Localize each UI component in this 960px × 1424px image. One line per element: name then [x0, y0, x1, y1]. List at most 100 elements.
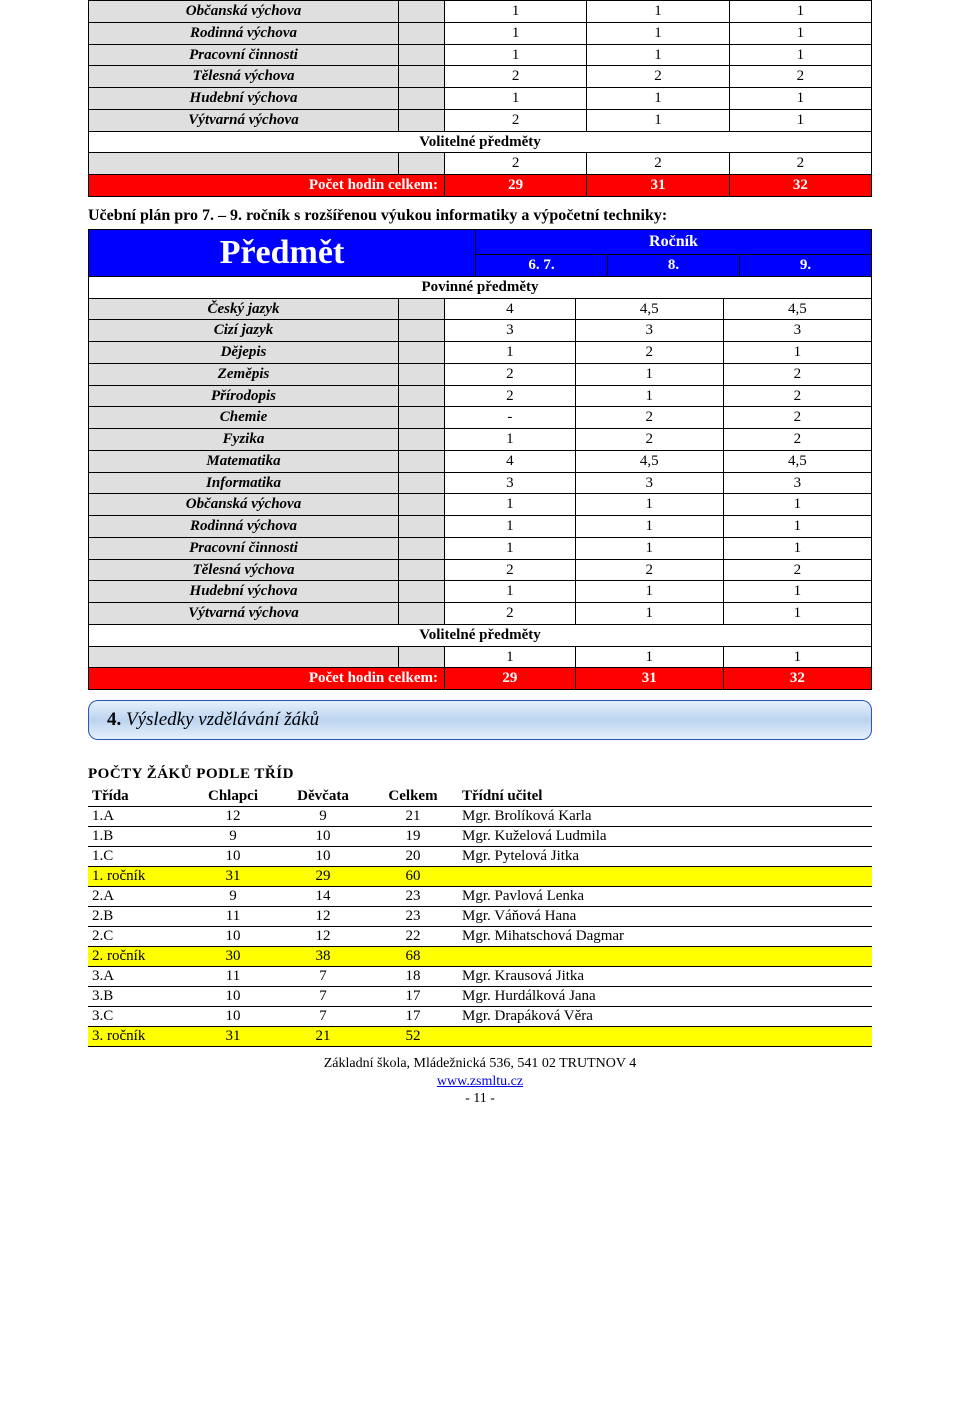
student-cell: 10 [278, 847, 368, 867]
subject-name: Rodinná výchova [89, 516, 399, 538]
subject-value: 4,5 [723, 298, 871, 320]
subject-value: 2 [445, 559, 576, 581]
student-cell: 10 [188, 927, 278, 947]
student-cell: 23 [368, 887, 458, 907]
subject-name: Zeměpis [89, 363, 399, 385]
students-heading: POČTY ŽÁKŮ PODLE TŘÍD [88, 766, 872, 783]
subject-value: 2 [723, 385, 871, 407]
subject-value: 2 [445, 109, 587, 131]
plan-heading: Učební plán pro 7. – 9. ročník s rozšíře… [88, 207, 872, 225]
subject-name: Tělesná výchova [89, 559, 399, 581]
student-cell: 9 [278, 807, 368, 827]
subject-value: 1 [575, 581, 723, 603]
student-cell: 17 [368, 1007, 458, 1027]
subject-value: 1 [729, 22, 871, 44]
subject-value: 2 [729, 153, 871, 175]
section-number: 4. [107, 709, 121, 730]
subject-value: 4,5 [723, 450, 871, 472]
subject-name: Hudební výchova [89, 88, 399, 110]
empty-name [89, 153, 399, 175]
shade-cell [399, 429, 445, 451]
grade-summary-cell: 1. ročník [88, 867, 188, 887]
subject-value: 3 [445, 320, 576, 342]
shade-cell [399, 385, 445, 407]
col-trida: Třída [88, 787, 188, 807]
col-devcata: Děvčata [278, 787, 368, 807]
shade-cell [399, 516, 445, 538]
subject-value: 2 [445, 153, 587, 175]
section-header: Povinné předměty [89, 276, 872, 298]
subject-name: Informatika [89, 472, 399, 494]
footer-page: - 11 - [88, 1090, 872, 1108]
student-cell: 10 [188, 1007, 278, 1027]
subject-value: 2 [729, 66, 871, 88]
shade-cell [399, 450, 445, 472]
grade-summary-cell: 29 [278, 867, 368, 887]
subject-value: 2 [723, 363, 871, 385]
subject-value: 1 [445, 537, 576, 559]
shade-cell [399, 559, 445, 581]
student-cell: 10 [278, 827, 368, 847]
student-cell: 21 [368, 807, 458, 827]
student-cell: 1.C [88, 847, 188, 867]
student-cell: 9 [188, 827, 278, 847]
subject-value: 3 [445, 472, 576, 494]
shade-cell [399, 22, 445, 44]
total-value: 32 [723, 668, 871, 690]
student-cell: 3.A [88, 967, 188, 987]
student-cell: 10 [188, 847, 278, 867]
shade-cell [399, 298, 445, 320]
grade-summary-cell: 3. ročník [88, 1027, 188, 1047]
shade-cell [399, 537, 445, 559]
subject-value: 1 [729, 44, 871, 66]
subject-name: Hudební výchova [89, 581, 399, 603]
subject-value: 1 [445, 646, 576, 668]
subject-value: 1 [445, 581, 576, 603]
subject-value: 1 [587, 109, 729, 131]
subject-name: Výtvarná výchova [89, 603, 399, 625]
shade-cell [399, 407, 445, 429]
student-cell: 12 [278, 927, 368, 947]
subject-value: 3 [723, 320, 871, 342]
students-table: Třída Chlapci Děvčata Celkem Třídní učit… [88, 787, 872, 1047]
grade-summary-cell [458, 1027, 872, 1047]
student-cell: Mgr. Mihatschová Dagmar [458, 927, 872, 947]
empty-name [89, 646, 399, 668]
subject-name: Český jazyk [89, 298, 399, 320]
subject-value: 4,5 [575, 450, 723, 472]
footer-link[interactable]: www.zsmltu.cz [437, 1074, 523, 1089]
section-header: Volitelné předměty [89, 131, 872, 153]
student-cell: 10 [188, 987, 278, 1007]
student-cell: Mgr. Váňová Hana [458, 907, 872, 927]
subject-value: 1 [729, 1, 871, 23]
subject-value: 1 [445, 342, 576, 364]
student-cell: Mgr. Brolíková Karla [458, 807, 872, 827]
subject-name: Matematika [89, 450, 399, 472]
section-results: 4. Výsledky vzdělávání žáků [88, 700, 872, 740]
subject-name: Chemie [89, 407, 399, 429]
shade-cell [399, 1, 445, 23]
subject-value: 1 [723, 646, 871, 668]
shade-cell [399, 342, 445, 364]
subject-value: 1 [445, 44, 587, 66]
shade-cell [399, 88, 445, 110]
grade-summary-cell: 38 [278, 947, 368, 967]
subject-value: 3 [575, 472, 723, 494]
grade-summary-cell: 68 [368, 947, 458, 967]
student-cell: 23 [368, 907, 458, 927]
subject-value: - [445, 407, 576, 429]
subject-name: Fyzika [89, 429, 399, 451]
student-cell: 19 [368, 827, 458, 847]
student-cell: Mgr. Kuželová Ludmila [458, 827, 872, 847]
student-cell: Mgr. Krausová Jitka [458, 967, 872, 987]
grade-summary-cell: 2. ročník [88, 947, 188, 967]
student-cell: Mgr. Pavlová Lenka [458, 887, 872, 907]
subject-value: 2 [723, 429, 871, 451]
subject-value: 2 [723, 407, 871, 429]
student-cell: 17 [368, 987, 458, 1007]
subject-name: Rodinná výchova [89, 22, 399, 44]
shade-cell [399, 44, 445, 66]
shade-cell [399, 66, 445, 88]
subject-value: 2 [723, 559, 871, 581]
subject-value: 1 [575, 385, 723, 407]
